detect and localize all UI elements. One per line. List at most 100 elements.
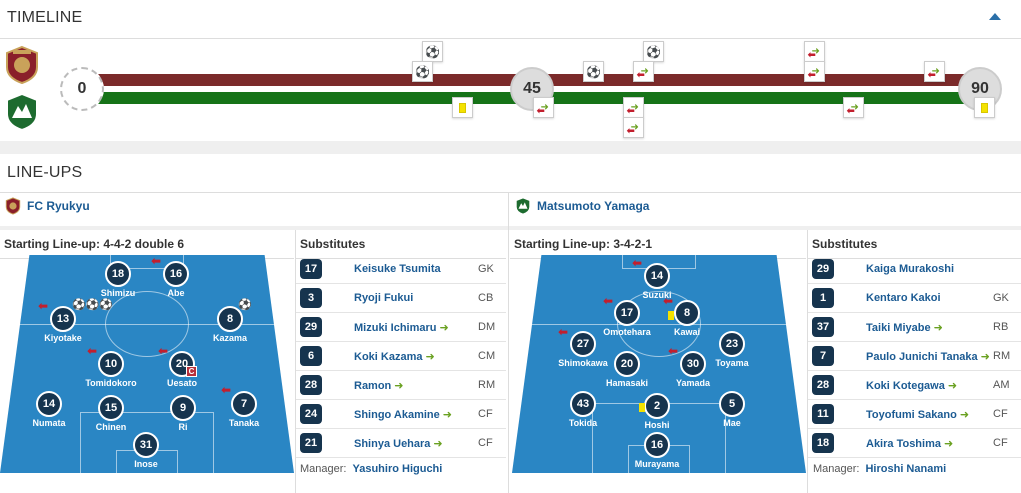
- home-manager: Manager: Yasuhiro Higuchi: [300, 463, 443, 475]
- substitution-icon: ➜ ⬅: [626, 101, 639, 117]
- yellow-card-icon: [668, 311, 674, 320]
- substitution-icon: ➜ ⬅: [807, 65, 820, 81]
- substitution-icon: ➜ ⬅: [626, 121, 639, 137]
- home-player[interactable]: 16 Abe: [146, 261, 206, 298]
- list-item[interactable]: 3 Ryoji Fukui CB: [296, 284, 506, 313]
- away-player[interactable]: 17 Omotehara: [597, 300, 657, 337]
- list-item[interactable]: 37 Taiki Miyabe ➜ RB: [808, 313, 1021, 342]
- home-subs-label: Substitutes: [296, 230, 506, 259]
- home-sub-event[interactable]: ➜ ⬅: [804, 61, 825, 82]
- substituted-out-icon: ⬅: [158, 344, 169, 358]
- home-goal-event[interactable]: ⚽: [583, 61, 604, 82]
- away-player[interactable]: 2 Hoshi: [627, 393, 687, 430]
- substituted-out-icon: ⬅: [663, 294, 674, 308]
- list-item[interactable]: 18 Akira Toshima ➜ CF: [808, 429, 1021, 458]
- substituted-in-icon: ➜: [933, 321, 943, 334]
- home-team-name[interactable]: FC Ryukyu: [4, 197, 90, 215]
- timeline-header: TIMELINE: [0, 0, 1021, 39]
- away-player[interactable]: 20 Hamasaki: [597, 351, 657, 388]
- home-player[interactable]: 13 Kiyotake: [33, 306, 93, 343]
- home-player[interactable]: 8 Kazama: [200, 306, 260, 343]
- list-item[interactable]: 17 Keisuke Tsumita GK: [296, 255, 506, 284]
- fc-ryukyu-logo: [5, 197, 21, 215]
- minute-start-clock: 0: [60, 67, 104, 111]
- yellow-card-icon: [639, 403, 645, 412]
- away-manager: Manager: Hiroshi Nanami: [813, 463, 947, 475]
- away-team-name[interactable]: Matsumoto Yamaga: [514, 197, 649, 215]
- away-player[interactable]: 5 Mae: [702, 391, 762, 428]
- away-sub-event[interactable]: ➜ ⬅: [623, 117, 644, 138]
- substituted-in-icon: ➜: [944, 437, 954, 450]
- substituted-out-icon: ⬅: [668, 344, 679, 358]
- away-substitutes-list: 29 Kaiga Murakoshi 1 Kentaro Kakoi GK 37 Tai…: [808, 255, 1021, 458]
- column-divider: [295, 230, 296, 493]
- home-substitutes-list: 17 Keisuke Tsumita GK 3 Ryoji Fukui CB 29 Miz…: [296, 255, 506, 458]
- substituted-out-icon: ⬅: [558, 325, 569, 339]
- away-sub-event[interactable]: ➜ ⬅: [623, 97, 644, 118]
- list-item[interactable]: 21 Shinya Uehara ➜ CF: [296, 429, 506, 458]
- home-player[interactable]: 15 Chinen: [81, 395, 141, 432]
- matsumoto-yamaga-logo: [515, 197, 531, 215]
- list-item[interactable]: 28 Ramon ➜ RM: [296, 371, 506, 400]
- home-sub-event[interactable]: ➜ ⬅: [924, 61, 945, 82]
- home-sub-event[interactable]: ➜ ⬅: [633, 61, 654, 82]
- away-player[interactable]: 27 Shimokawa: [553, 331, 613, 368]
- substituted-out-icon: ⬅: [38, 299, 49, 313]
- substituted-in-icon: ➜: [947, 379, 958, 392]
- away-player[interactable]: 30 Yamada: [663, 351, 723, 388]
- football-icon: ⚽: [415, 64, 430, 79]
- substitution-icon: ➜ ⬅: [807, 45, 820, 61]
- substituted-out-icon: ⬅: [87, 344, 98, 358]
- yellow-card-icon: [981, 102, 988, 113]
- home-player[interactable]: 31 Inose: [116, 432, 176, 469]
- away-card-event[interactable]: [452, 97, 473, 118]
- lineups-header: LINE-UPS: [0, 154, 1021, 193]
- home-player[interactable]: 10 Tomidokoro: [81, 351, 141, 388]
- away-player[interactable]: 8 Kawai: [657, 300, 717, 337]
- list-item[interactable]: 29 Kaiga Murakoshi: [808, 255, 1021, 284]
- list-item[interactable]: 11 Toyofumi Sakano ➜ CF: [808, 400, 1021, 429]
- home-player[interactable]: 7 Tanaka: [214, 391, 274, 428]
- away-player[interactable]: 23 Toyama: [702, 331, 762, 368]
- away-player[interactable]: 43 Tokida: [553, 391, 613, 428]
- away-sub-event[interactable]: ➜ ⬅: [533, 97, 554, 118]
- substituted-in-icon: ➜: [433, 437, 443, 450]
- substituted-out-icon: ⬅: [603, 294, 614, 308]
- list-item[interactable]: 6 Koki Kazama ➜ CM: [296, 342, 506, 371]
- away-player[interactable]: 16 Murayama: [627, 432, 687, 469]
- column-divider: [807, 230, 808, 493]
- home-player[interactable]: 14 Numata: [19, 391, 79, 428]
- football-icon: ⚽: [425, 44, 440, 59]
- home-sub-event[interactable]: ➜ ⬅: [804, 41, 825, 62]
- timeline-title: TIMELINE: [7, 9, 83, 26]
- substituted-in-icon: ➜: [425, 350, 435, 363]
- matsumoto-yamaga-logo: [6, 92, 38, 132]
- home-goal-event[interactable]: ⚽: [643, 41, 664, 62]
- football-icon: ⚽⚽⚽: [72, 299, 114, 311]
- list-item[interactable]: 29 Mizuki Ichimaru ➜ DM: [296, 313, 506, 342]
- substituted-in-icon: ➜: [980, 350, 990, 363]
- section-divider: [0, 141, 1021, 154]
- substitution-icon: ➜ ⬅: [846, 101, 859, 117]
- away-player[interactable]: 14 Suzuki: [627, 263, 687, 300]
- substitution-icon: ➜ ⬅: [636, 65, 649, 81]
- home-player[interactable]: 9 Ri: [153, 395, 213, 432]
- away-starting-label: Starting Line-up: 3-4-2-1: [510, 230, 806, 259]
- chevron-up-icon[interactable]: [989, 13, 1001, 20]
- home-goal-event[interactable]: ⚽: [412, 61, 433, 82]
- substituted-in-icon: ➜: [394, 379, 404, 392]
- list-item[interactable]: 7 Paulo Junichi Tanaka ➜ RM: [808, 342, 1021, 371]
- list-item[interactable]: 1 Kentaro Kakoi GK: [808, 284, 1021, 313]
- list-item[interactable]: 28 Koki Kotegawa ➜ AM: [808, 371, 1021, 400]
- yellow-card-icon: [459, 102, 466, 113]
- football-icon: ⚽: [238, 299, 252, 311]
- away-card-event[interactable]: [974, 97, 995, 118]
- substituted-out-icon: ⬅: [632, 256, 643, 270]
- home-goal-event[interactable]: ⚽: [422, 41, 443, 62]
- substitution-icon: ➜ ⬅: [536, 101, 549, 117]
- substituted-in-icon: ➜: [442, 408, 452, 421]
- home-player[interactable]: 18 Shimizu: [88, 261, 148, 298]
- list-item[interactable]: 24 Shingo Akamine ➜ CF: [296, 400, 506, 429]
- away-sub-event[interactable]: ➜ ⬅: [843, 97, 864, 118]
- substituted-in-icon: ➜: [439, 321, 449, 334]
